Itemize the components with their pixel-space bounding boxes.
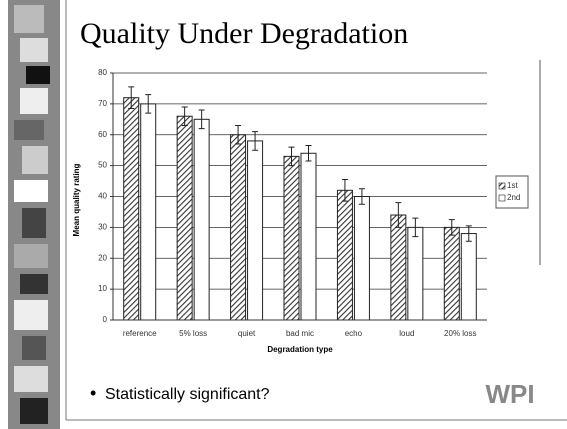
bullet-text: Statistically significant?	[105, 386, 270, 403]
bar	[444, 227, 459, 320]
x-tick-label: quiet	[238, 329, 256, 338]
y-axis-label: Mean quality rating	[72, 163, 81, 236]
x-tick-label: loud	[399, 329, 414, 338]
bar	[301, 153, 316, 320]
bar	[231, 135, 246, 320]
y-tick-label: 60	[98, 130, 107, 139]
y-tick-label: 50	[98, 161, 107, 170]
x-tick-label: 20% loss	[444, 329, 476, 338]
bar	[284, 156, 299, 320]
bar	[248, 141, 263, 320]
legend-swatch	[499, 183, 505, 189]
y-tick-label: 80	[98, 68, 107, 77]
side-strip	[8, 0, 60, 429]
bullet-dot: •	[90, 383, 96, 403]
y-tick-label: 70	[98, 99, 107, 108]
y-tick-label: 40	[98, 192, 107, 201]
slide-title: Quality Under Degradation	[80, 17, 408, 50]
bar	[408, 227, 423, 320]
bar	[461, 234, 476, 320]
bar	[391, 215, 406, 320]
x-axis-label: Degradation type	[267, 345, 333, 354]
legend-label: 2nd	[507, 193, 520, 202]
y-tick-label: 0	[103, 315, 108, 324]
y-tick-label: 30	[98, 222, 107, 231]
y-tick-label: 10	[98, 284, 107, 293]
slide: Quality Under Degradation • Statisticall…	[0, 0, 567, 429]
x-tick-label: echo	[345, 329, 363, 338]
bar	[177, 116, 192, 320]
x-tick-label: 5% loss	[179, 329, 207, 338]
y-tick-label: 20	[98, 253, 107, 262]
bar	[194, 119, 209, 320]
bar	[337, 190, 352, 320]
x-tick-label: bad mic	[286, 329, 314, 338]
bar	[124, 98, 139, 320]
x-tick-label: reference	[123, 329, 157, 338]
bar	[354, 197, 369, 321]
legend-swatch	[499, 195, 505, 201]
logo: WPI	[485, 379, 534, 409]
legend-label: 1st	[507, 181, 518, 190]
bar	[141, 104, 156, 320]
